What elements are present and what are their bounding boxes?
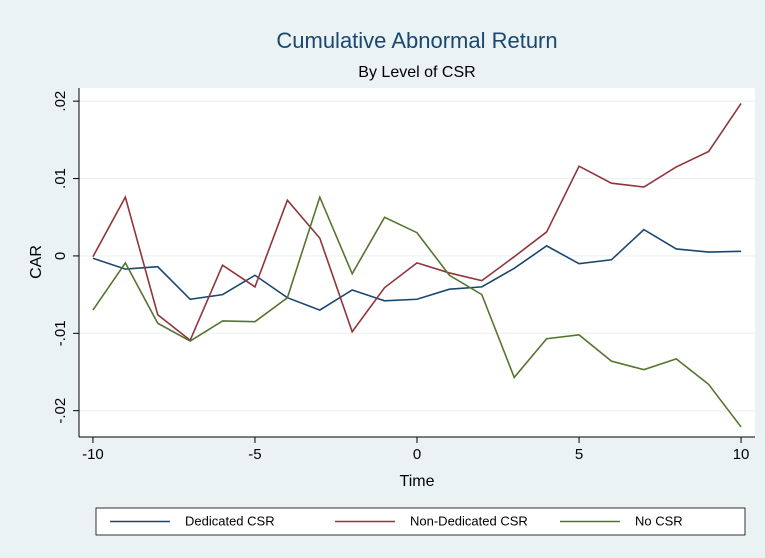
- legend-label: Dedicated CSR: [185, 513, 275, 528]
- legend-label: No CSR: [635, 513, 683, 528]
- y-tick-label: -.02: [52, 398, 69, 424]
- x-axis-label: Time: [400, 473, 435, 490]
- y-axis-label: CAR: [28, 245, 45, 279]
- y-tick-label: 0: [52, 252, 69, 260]
- chart-title: Cumulative Abnormal Return: [276, 28, 557, 53]
- line-series: [92, 194, 742, 428]
- legend-label: Non-Dedicated CSR: [410, 513, 528, 528]
- y-tick-label: -.01: [52, 320, 69, 346]
- line-series: [92, 228, 742, 311]
- y-tick-label: .02: [52, 91, 69, 112]
- x-tick-label: 0: [413, 446, 421, 463]
- chart-subtitle: By Level of CSR: [358, 64, 475, 81]
- legend: [95, 507, 746, 536]
- x-tick-label: 10: [733, 446, 750, 463]
- x-tick-label: -5: [248, 446, 261, 463]
- line-series: [92, 103, 742, 342]
- x-tick-label: -10: [82, 446, 104, 463]
- y-tick-label: .01: [52, 168, 69, 189]
- x-tick-label: 5: [575, 446, 583, 463]
